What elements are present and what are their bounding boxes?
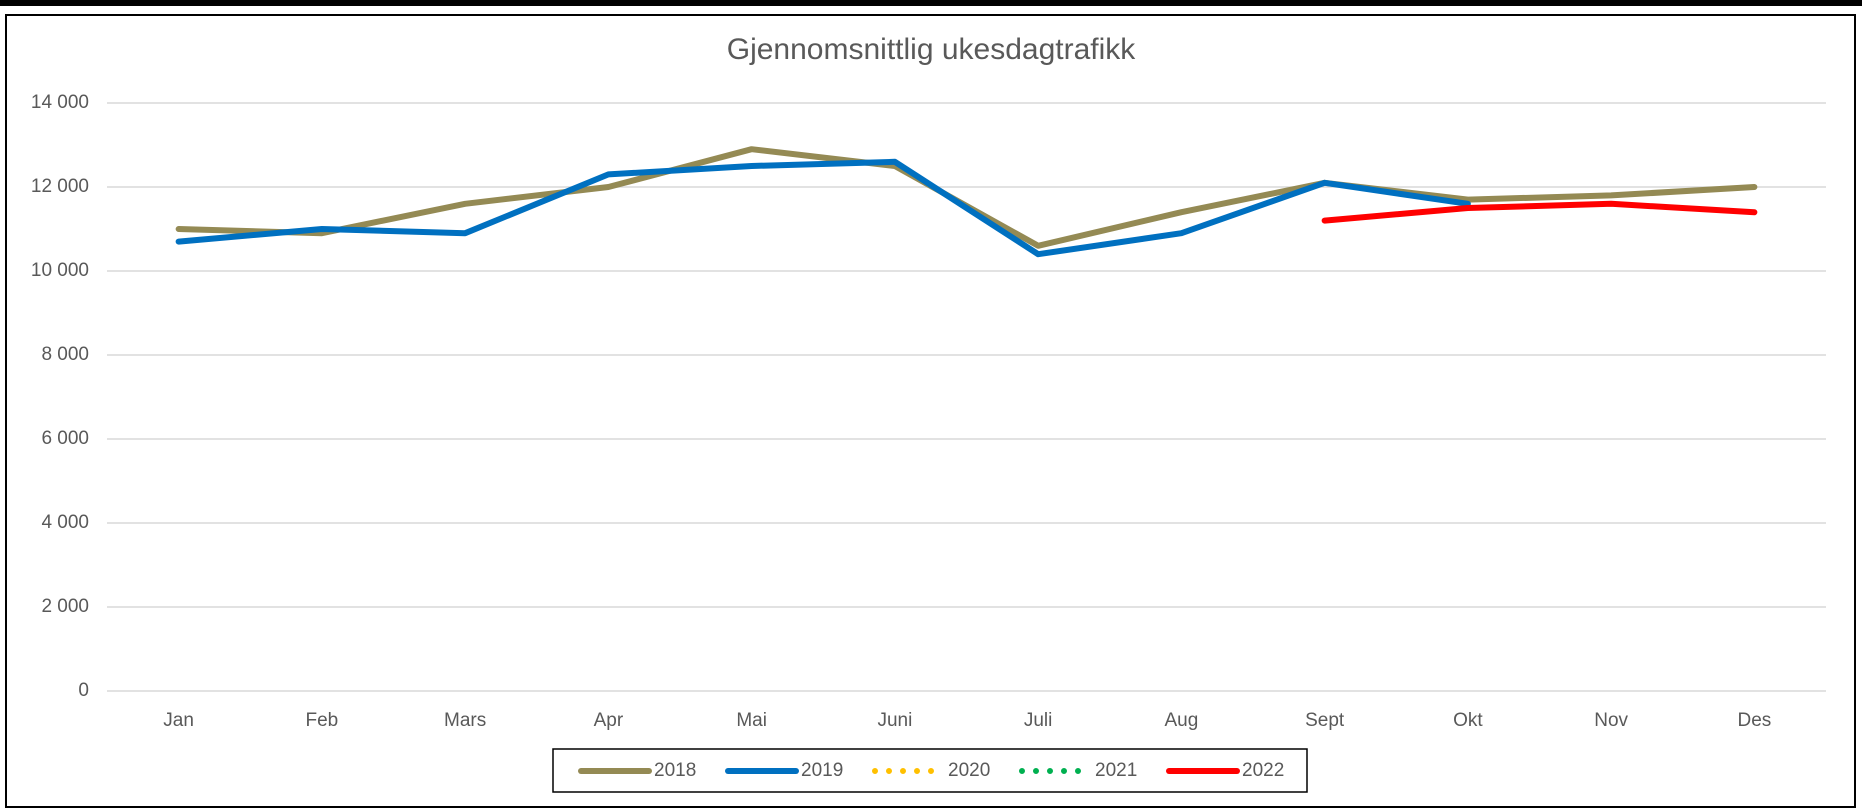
series-line <box>1321 200 1758 224</box>
series-line <box>175 158 1471 258</box>
legend-label: 2021 <box>1095 760 1137 781</box>
x-tick-label: Juli <box>1024 710 1053 731</box>
x-tick-label: Nov <box>1594 710 1628 731</box>
x-tick-label: Feb <box>306 710 339 731</box>
y-tick-label: 10 000 <box>31 260 89 281</box>
legend-label: 2020 <box>948 760 990 781</box>
y-tick-label: 2 000 <box>41 596 89 617</box>
y-tick-label: 6 000 <box>41 428 89 449</box>
x-tick-label: Apr <box>594 710 624 731</box>
chart-title: Gjennomsnittlig ukesdagtrafikk <box>727 33 1137 66</box>
x-tick-label: Aug <box>1164 710 1198 731</box>
chart-border <box>5 14 1856 808</box>
legend-label: 2019 <box>801 760 843 781</box>
x-tick-label: Mars <box>444 710 486 731</box>
x-tick-label: Des <box>1737 710 1771 731</box>
x-tick-label: Jan <box>163 710 194 731</box>
top-strip <box>0 0 1862 6</box>
x-tick-label: Mai <box>736 710 767 731</box>
x-tick-label: Okt <box>1453 710 1483 731</box>
y-tick-label: 14 000 <box>31 92 89 113</box>
y-tick-label: 0 <box>78 680 89 701</box>
y-tick-label: 8 000 <box>41 344 89 365</box>
legend-label: 2018 <box>654 760 696 781</box>
x-tick-label: Juni <box>877 710 912 731</box>
x-tick-label: Sept <box>1305 710 1345 731</box>
y-tick-label: 12 000 <box>31 176 89 197</box>
y-tick-label: 4 000 <box>41 512 89 533</box>
legend-label: 2022 <box>1242 760 1284 781</box>
